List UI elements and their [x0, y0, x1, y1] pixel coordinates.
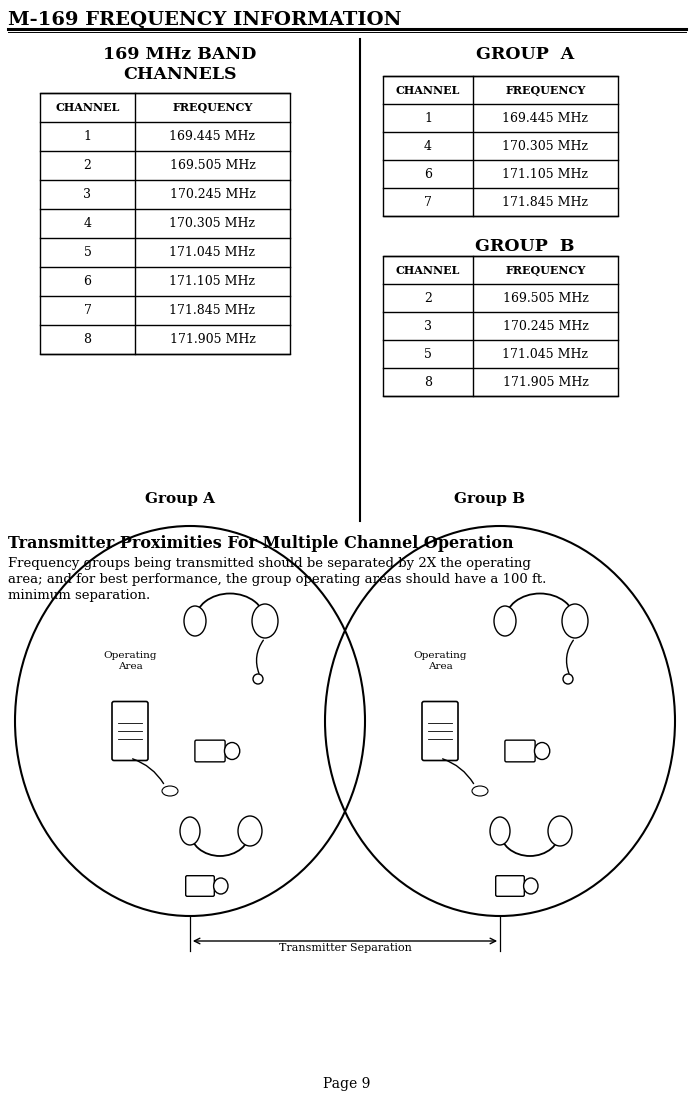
FancyBboxPatch shape [422, 701, 458, 761]
Text: FREQUENCY: FREQUENCY [505, 264, 586, 276]
Text: 7: 7 [83, 304, 92, 317]
Text: 171.045 MHz: 171.045 MHz [169, 246, 255, 259]
Ellipse shape [162, 785, 178, 795]
Ellipse shape [224, 742, 239, 760]
Text: 8: 8 [424, 376, 432, 389]
Ellipse shape [548, 815, 572, 845]
Ellipse shape [562, 604, 588, 638]
Text: 170.245 MHz: 170.245 MHz [502, 320, 589, 332]
Text: 5: 5 [83, 246, 92, 259]
Ellipse shape [252, 604, 278, 638]
Text: CHANNEL: CHANNEL [396, 84, 460, 96]
Ellipse shape [472, 785, 488, 795]
Ellipse shape [180, 817, 200, 845]
Bar [383, 76, 618, 216]
Ellipse shape [238, 815, 262, 845]
Ellipse shape [534, 742, 550, 760]
Text: 3: 3 [424, 320, 432, 332]
Text: CHANNEL: CHANNEL [56, 102, 119, 113]
Text: 169.445 MHz: 169.445 MHz [169, 130, 255, 143]
Text: 170.245 MHz: 170.245 MHz [169, 188, 255, 201]
Text: 4: 4 [424, 140, 432, 152]
Text: 4: 4 [83, 217, 92, 230]
Text: 8: 8 [83, 333, 92, 346]
Circle shape [563, 674, 573, 684]
Text: 1: 1 [424, 111, 432, 124]
Ellipse shape [494, 605, 516, 635]
FancyBboxPatch shape [112, 701, 148, 761]
Text: CHANNEL: CHANNEL [396, 264, 460, 276]
Text: 169.505 MHz: 169.505 MHz [502, 291, 589, 304]
Text: 169 MHz BAND
CHANNELS: 169 MHz BAND CHANNELS [103, 46, 257, 82]
Text: Group A: Group A [145, 492, 215, 506]
Text: 2: 2 [83, 159, 92, 172]
Text: 6: 6 [424, 168, 432, 180]
Text: 6: 6 [83, 276, 92, 288]
Text: Frequency groups being transmitted should be separated by 2X the operating: Frequency groups being transmitted shoul… [8, 557, 531, 570]
Text: 171.905 MHz: 171.905 MHz [502, 376, 589, 389]
FancyBboxPatch shape [496, 875, 524, 897]
Text: 5: 5 [424, 348, 432, 360]
Ellipse shape [523, 878, 538, 894]
Text: FREQUENCY: FREQUENCY [505, 84, 586, 96]
FancyBboxPatch shape [186, 875, 214, 897]
Text: Transmitter Separation: Transmitter Separation [278, 943, 412, 953]
Text: minimum separation.: minimum separation. [8, 589, 150, 602]
FancyBboxPatch shape [195, 740, 225, 762]
Text: 171.845 MHz: 171.845 MHz [502, 196, 589, 209]
Text: Transmitter Proximities For Multiple Channel Operation: Transmitter Proximities For Multiple Cha… [8, 536, 514, 552]
Text: 170.305 MHz: 170.305 MHz [169, 217, 255, 230]
Text: Group B: Group B [455, 492, 525, 506]
Text: 3: 3 [83, 188, 92, 201]
Text: Operating
Area: Operating Area [413, 651, 467, 671]
Ellipse shape [214, 878, 228, 894]
Text: 171.045 MHz: 171.045 MHz [502, 348, 589, 360]
Text: 2: 2 [424, 291, 432, 304]
Bar [40, 93, 290, 354]
Text: 171.845 MHz: 171.845 MHz [169, 304, 255, 317]
Text: 171.105 MHz: 171.105 MHz [502, 168, 589, 180]
Text: FREQUENCY: FREQUENCY [172, 102, 253, 113]
Text: GROUP  A: GROUP A [476, 46, 574, 63]
Text: M-169 FREQUENCY INFORMATION: M-169 FREQUENCY INFORMATION [8, 11, 402, 29]
FancyBboxPatch shape [505, 740, 535, 762]
Ellipse shape [184, 605, 206, 635]
Text: 169.445 MHz: 169.445 MHz [502, 111, 589, 124]
Circle shape [253, 674, 263, 684]
Text: GROUP  B: GROUP B [475, 238, 575, 256]
Text: 171.905 MHz: 171.905 MHz [169, 333, 255, 346]
Text: area; and for best performance, the group operating areas should have a 100 ft.: area; and for best performance, the grou… [8, 573, 546, 585]
Text: 1: 1 [83, 130, 92, 143]
Bar [383, 256, 618, 396]
Text: 170.305 MHz: 170.305 MHz [502, 140, 589, 152]
Ellipse shape [490, 817, 510, 845]
Text: Page 9: Page 9 [323, 1077, 371, 1091]
Text: 7: 7 [424, 196, 432, 209]
Text: 169.505 MHz: 169.505 MHz [169, 159, 255, 172]
Text: Operating
Area: Operating Area [103, 651, 157, 671]
Text: 171.105 MHz: 171.105 MHz [169, 276, 255, 288]
